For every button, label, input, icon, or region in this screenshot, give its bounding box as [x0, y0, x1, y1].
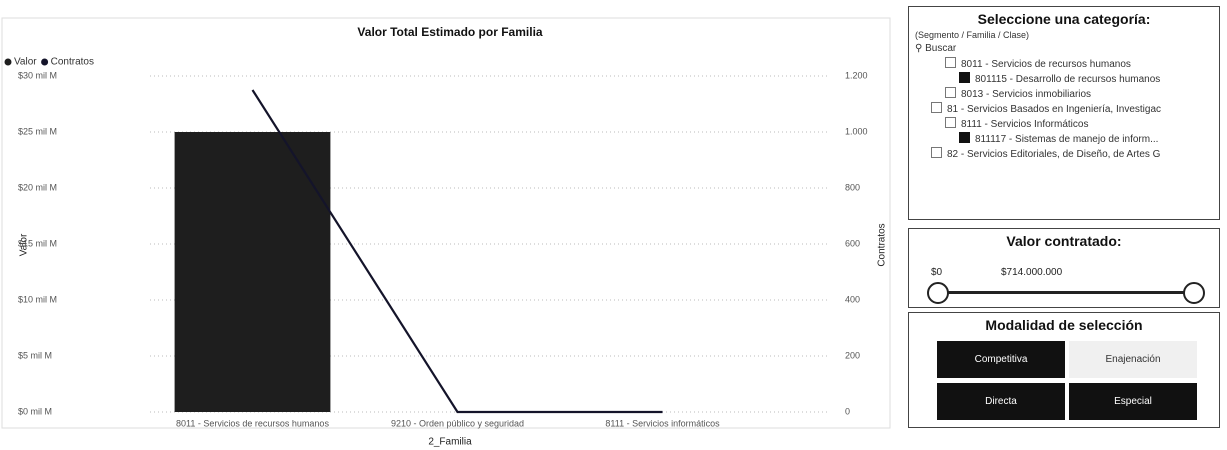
item-label: 8011 - Servicios de recursos humanos [961, 59, 1131, 70]
y2-tick-label: 200 [845, 350, 860, 360]
search-box[interactable]: ⚲ Buscar [915, 43, 957, 54]
checkbox [959, 132, 970, 143]
checkbox [959, 72, 970, 83]
line [251, 89, 663, 414]
y-tick-label: $20 mil M [18, 182, 57, 192]
legend-label: Valor [14, 57, 37, 68]
item-label: 8013 - Servicios inmobiliarios [961, 89, 1092, 100]
tree-item[interactable]: 801115 - Desarrollo de recursos humanos [909, 72, 1219, 87]
y2-tick-label: 400 [845, 294, 860, 304]
checkbox [945, 87, 956, 98]
y2-tick-label: 1.200 [845, 70, 868, 80]
slider-track [939, 291, 1189, 294]
legend-marker [41, 58, 49, 66]
max-label: $714.000.000 [1001, 267, 1063, 278]
slider-handle[interactable] [1183, 282, 1205, 304]
y2-tick-label: 800 [845, 182, 860, 192]
x-tick-label: 8011 - Servicios de recursos humanos [176, 418, 329, 428]
chart-title: Valor Total Estimado por Familia [357, 25, 542, 39]
item-label: 82 - Servicios Editoriales, de Diseño, d… [947, 149, 1161, 160]
item-label: 81 - Servicios Basados en Ingeniería, In… [947, 104, 1162, 115]
x-axis-label: 2_Familia [428, 437, 472, 448]
mode-button[interactable]: Competitiva [937, 341, 1065, 378]
y-tick-label: $25 mil M [18, 126, 57, 136]
y2-tick-label: 1.000 [845, 126, 868, 136]
search-text: Buscar [925, 43, 957, 54]
y-tick-label: $15 mil M [18, 238, 57, 248]
item-label: 8111 - Servicios Informáticos [961, 119, 1089, 130]
y2-tick-label: 600 [845, 238, 860, 248]
value-slicer: Valor contratado: $0 $714.000.000 [908, 228, 1220, 308]
checkbox [931, 147, 942, 158]
item-label: 811117 - Sistemas de manejo de inform... [975, 134, 1159, 145]
tree-list: 8011 - Servicios de recursos humanos 8011… [909, 57, 1219, 162]
chart-frame [1, 17, 891, 429]
y2-tick-label: 0 [845, 406, 850, 416]
x-tick-label: 9210 - Orden público y seguridad [391, 418, 524, 428]
tree-item[interactable]: 82 - Servicios Editoriales, de Diseño, d… [909, 147, 1219, 162]
tree-item[interactable]: 81 - Servicios Basados en Ingeniería, In… [909, 102, 1219, 117]
min-label: $0 [931, 267, 943, 278]
tree-item[interactable]: 8013 - Servicios inmobiliarios [909, 87, 1219, 102]
legend-label: Contratos [51, 57, 94, 68]
tree-item[interactable]: 811117 - Sistemas de manejo de inform... [909, 132, 1219, 147]
legend-marker [4, 58, 12, 66]
checkbox [945, 57, 956, 68]
tree-item[interactable]: 8111 - Servicios Informáticos [909, 117, 1219, 132]
slicer-subtitle: (Segmento / Familia / Clase) [915, 30, 1030, 40]
slicer-title: Modalidad de selección [985, 317, 1143, 333]
checkbox [931, 102, 942, 113]
slider-handle[interactable] [927, 282, 949, 304]
x-tick-label: 8111 - Servicios informáticos [605, 418, 720, 428]
y-tick-label: $0 mil M [18, 406, 52, 416]
tree-item[interactable]: 8011 - Servicios de recursos humanos [909, 57, 1219, 72]
mode-button[interactable]: Enajenación [1069, 341, 1197, 378]
chart: Valor Total Estimado por Familia 2_Famil… [1, 17, 891, 448]
bar [174, 132, 331, 412]
y2-axis-label: Contratos [877, 223, 888, 266]
checkbox [945, 117, 956, 128]
mode-button[interactable]: Especial [1069, 383, 1197, 420]
slicer-title: Seleccione una categoría: [977, 11, 1151, 27]
mode-slicer: Modalidad de selección Competitiva Enajen… [908, 312, 1220, 428]
item-label: 801115 - Desarrollo de recursos humanos [975, 74, 1161, 85]
y-tick-label: $5 mil M [18, 350, 52, 360]
y-tick-label: $30 mil M [18, 70, 57, 80]
y-tick-label: $10 mil M [18, 294, 57, 304]
y-axis-label: Valor [19, 233, 30, 256]
category-slicer: Seleccione una categoría: (Segmento / Fa… [908, 6, 1220, 220]
slicer-title: Valor contratado: [1006, 233, 1122, 249]
mode-button[interactable]: Directa [937, 383, 1065, 420]
